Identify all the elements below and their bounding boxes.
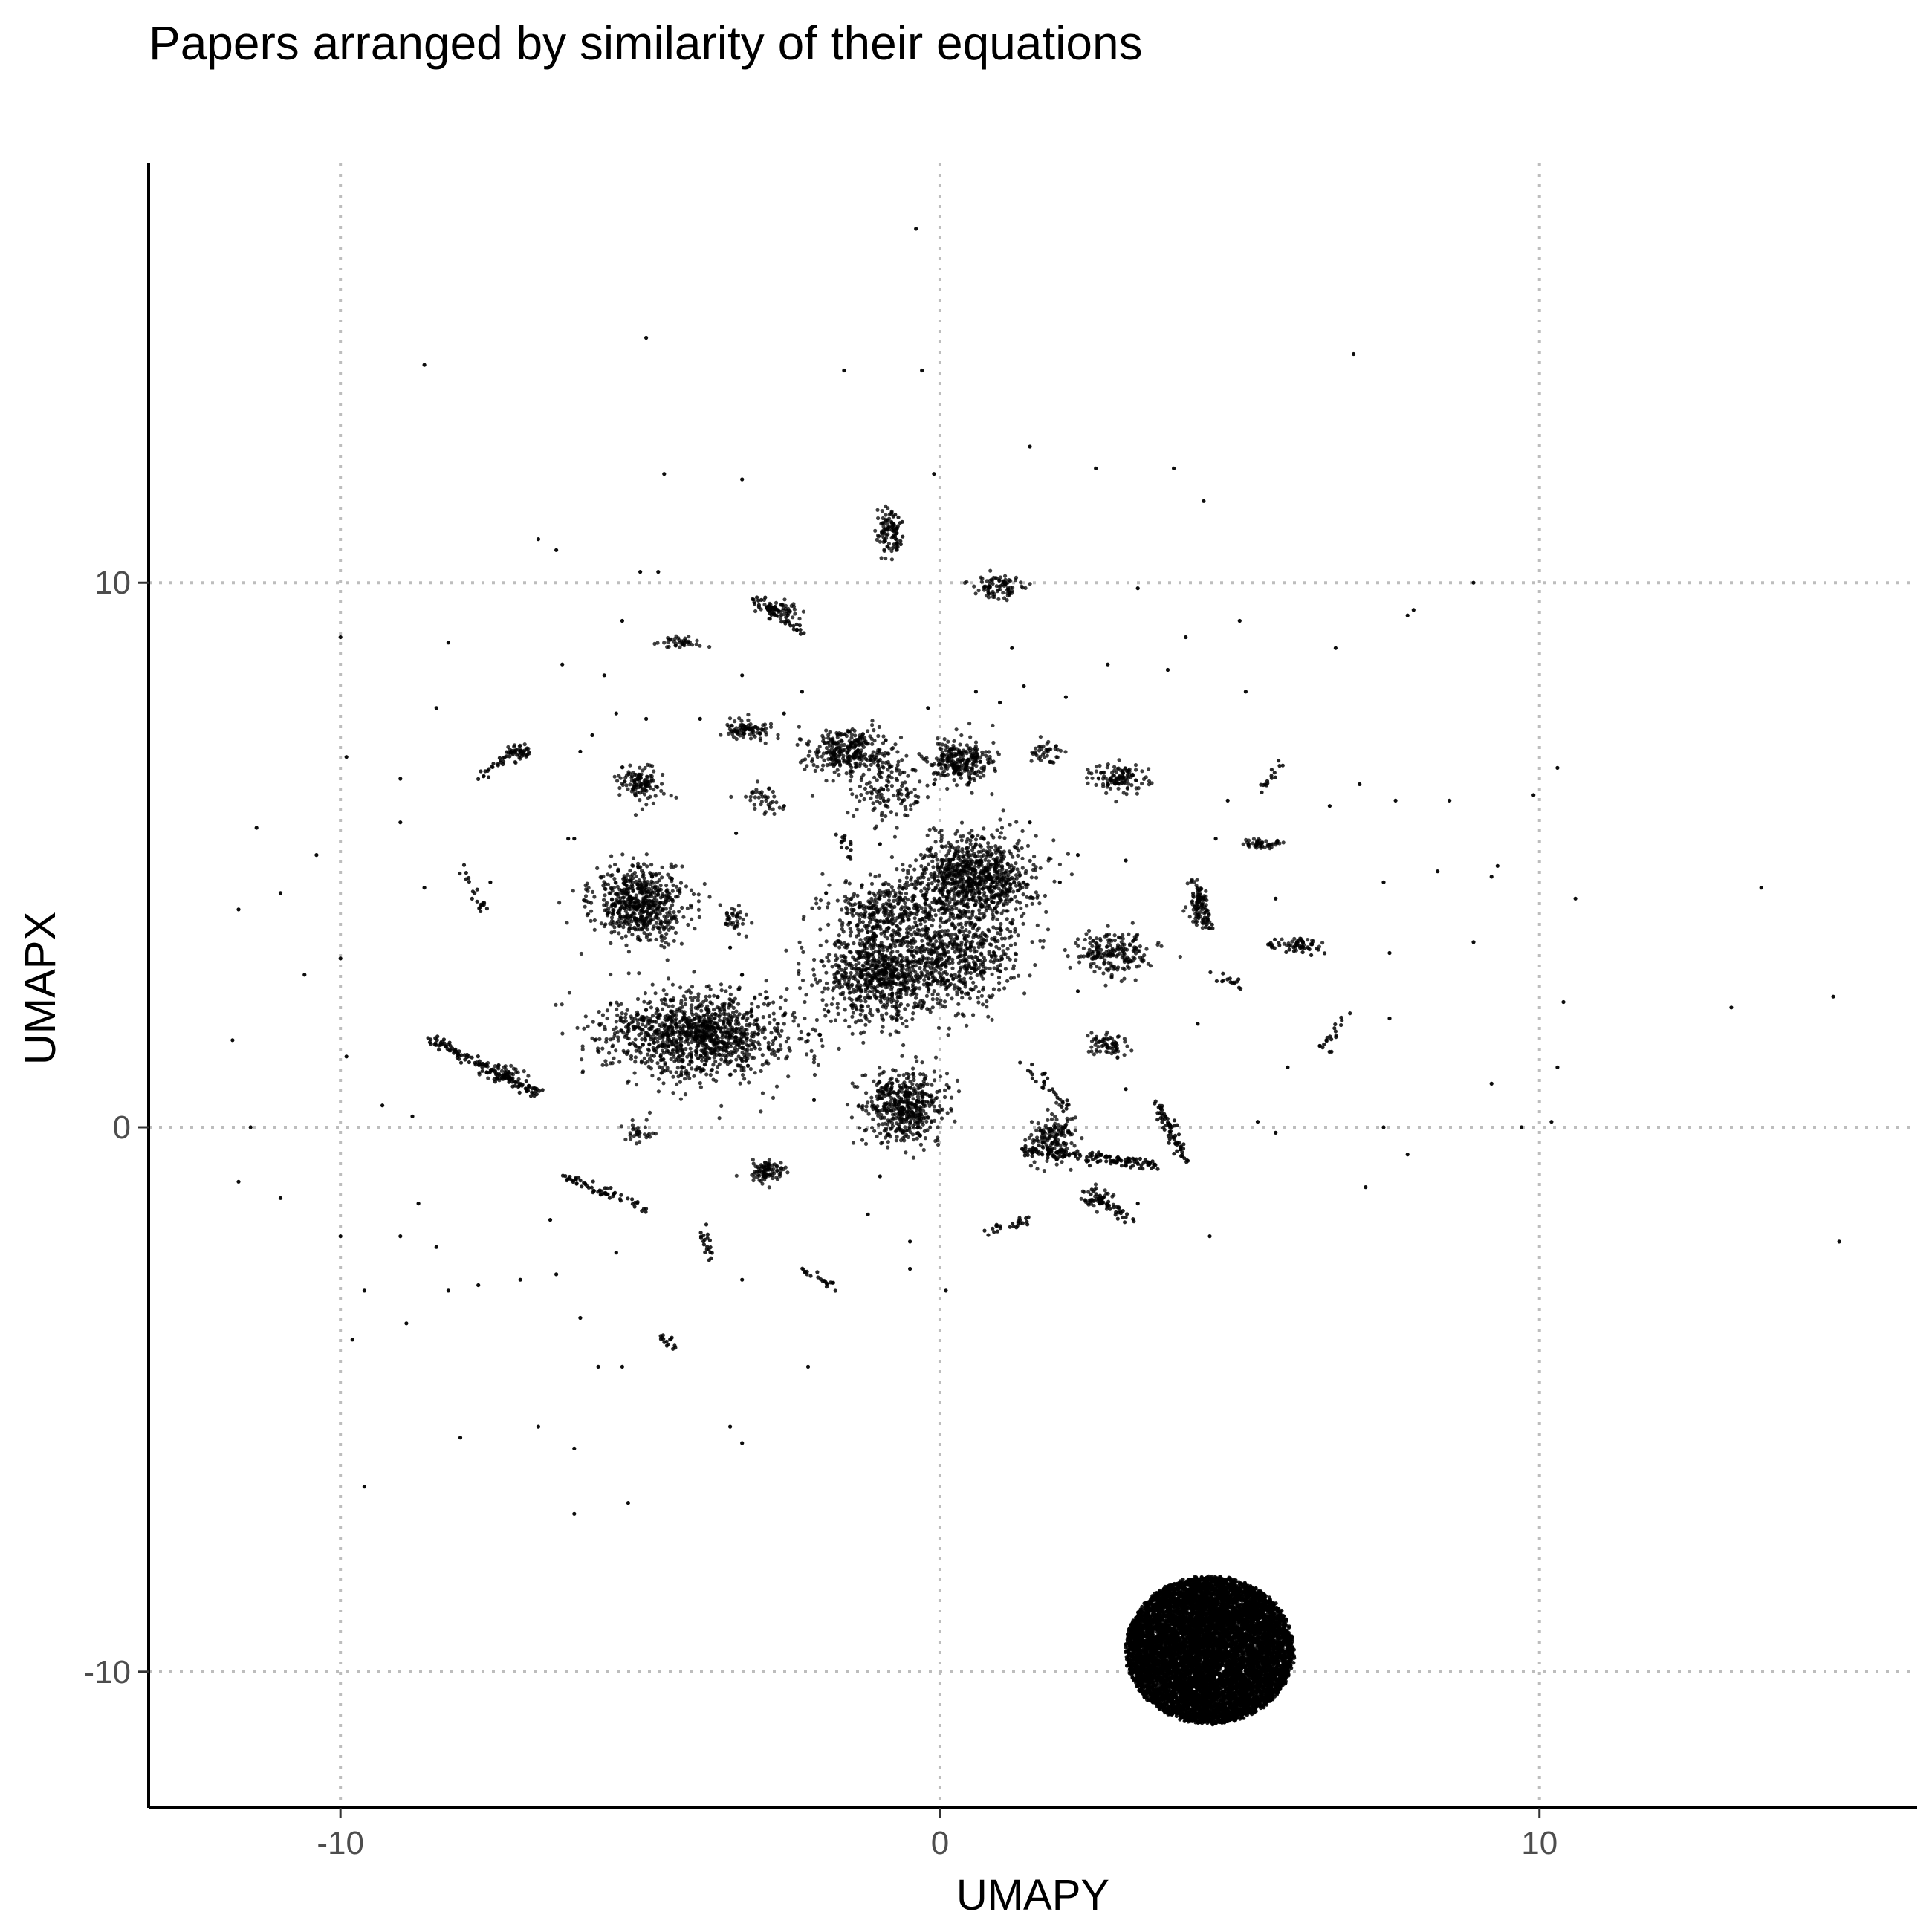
chart-title: Papers arranged by similarity of their e… [149, 16, 1143, 70]
data-points [230, 227, 1841, 1727]
